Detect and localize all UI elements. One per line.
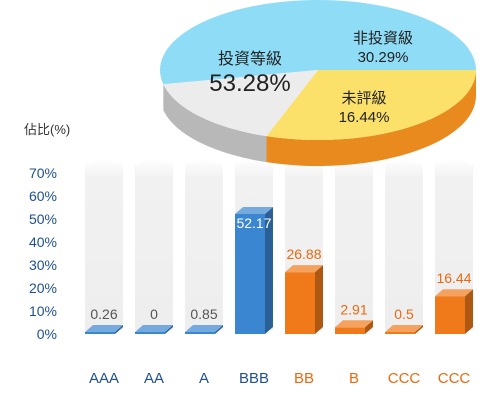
bar (385, 325, 423, 334)
bar-front (335, 327, 365, 334)
y-tick-label: 40% (29, 234, 57, 250)
bar (85, 325, 123, 334)
pie-slice-label: 非投資級 (353, 30, 413, 47)
bar-value-label: 0.85 (190, 306, 217, 322)
y-axis-label: 佔比(%) (24, 122, 70, 137)
bar-value-label: 16.44 (436, 270, 471, 286)
x-tick-label: CCC (438, 370, 471, 387)
bar (335, 320, 373, 334)
bar-value-label: 2.91 (340, 301, 367, 317)
background-column (335, 158, 373, 330)
x-tick-label: AA (144, 370, 164, 387)
bar (135, 325, 173, 334)
pie-slice-side (163, 84, 267, 163)
pie-slice (266, 70, 476, 140)
bar-value-label: 52.17 (236, 215, 271, 231)
pie-slice-label: 投資等級 (218, 50, 282, 68)
x-tick-label: CCC (388, 370, 421, 387)
y-tick-label: 0% (37, 326, 57, 342)
x-tick-label: AAA (89, 370, 119, 387)
bar-top (185, 325, 223, 332)
y-tick-label: 20% (29, 280, 57, 296)
bar-front (235, 214, 265, 334)
bar-side (115, 325, 123, 334)
bar-value-label: 0.5 (394, 306, 414, 322)
bar-top (335, 320, 373, 328)
bar-top (385, 325, 423, 332)
y-tick-label: 30% (29, 257, 57, 273)
pie-slice-side (266, 70, 477, 167)
bar (435, 289, 473, 334)
bar-side (465, 289, 473, 334)
bar-side (365, 320, 373, 334)
y-tick-label: 10% (29, 303, 57, 319)
pie-slice (160, 0, 476, 85)
x-tick-label: BB (294, 370, 314, 387)
bar-top (85, 325, 123, 332)
pie-sides (163, 70, 477, 167)
bar-top (435, 289, 473, 297)
x-tick-label: BBB (239, 370, 269, 387)
y-tick-label: 50% (29, 211, 57, 227)
bar-top (285, 265, 323, 273)
bar-side (315, 265, 323, 334)
bar-value-label: 0 (150, 306, 158, 322)
bar (285, 265, 323, 334)
background-column (185, 158, 223, 330)
bar-top (135, 325, 173, 332)
pie-slice (163, 70, 318, 137)
bar-front (385, 332, 415, 334)
bar (185, 325, 223, 334)
background-column (85, 158, 123, 330)
x-tick-label: A (199, 370, 209, 387)
bar-front (285, 272, 315, 334)
x-tick-label: B (349, 370, 359, 387)
y-tick-label: 70% (29, 165, 57, 181)
bar-front (435, 296, 465, 334)
background-column (135, 158, 173, 330)
bar-front (85, 332, 115, 334)
background-column (435, 158, 473, 330)
y-tick-label: 60% (29, 188, 57, 204)
background-column (385, 158, 423, 330)
bar-value-label: 26.88 (286, 246, 321, 262)
bar-top (235, 207, 273, 215)
bar-front (135, 332, 165, 334)
bar-side (265, 207, 273, 334)
bar-front (185, 332, 215, 334)
bar-side (415, 325, 423, 334)
pie-slice-value: 53.28% (209, 70, 290, 97)
pie-slice-value: 30.29% (358, 49, 409, 66)
pie-slice-label: 未評級 (341, 90, 386, 107)
bar-value-label: 0.26 (90, 306, 117, 322)
pie-slice-value: 16.44% (339, 109, 390, 126)
bar-side (215, 325, 223, 334)
bar (235, 207, 273, 334)
bar-side (165, 325, 173, 334)
